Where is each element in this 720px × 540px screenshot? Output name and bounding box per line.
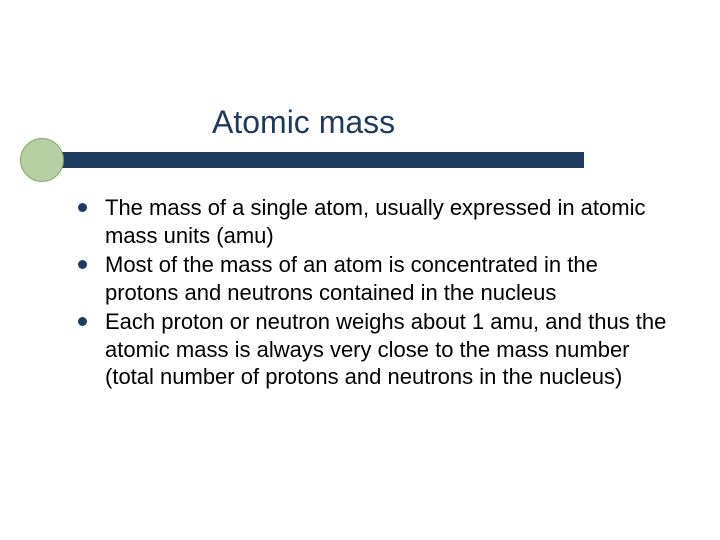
slide-title: Atomic mass bbox=[212, 104, 395, 141]
list-item: Most of the mass of an atom is concentra… bbox=[78, 251, 668, 306]
bullet-dot-icon bbox=[78, 260, 87, 269]
title-underline-bar bbox=[54, 152, 584, 168]
bullet-text: Each proton or neutron weighs about 1 am… bbox=[105, 308, 668, 391]
bullet-text: The mass of a single atom, usually expre… bbox=[105, 194, 668, 249]
decorative-circle-icon bbox=[20, 138, 64, 182]
bullet-text: Most of the mass of an atom is concentra… bbox=[105, 251, 668, 306]
list-item: Each proton or neutron weighs about 1 am… bbox=[78, 308, 668, 391]
bullet-dot-icon bbox=[78, 203, 87, 212]
list-item: The mass of a single atom, usually expre… bbox=[78, 194, 668, 249]
bullet-list: The mass of a single atom, usually expre… bbox=[78, 194, 668, 393]
bullet-dot-icon bbox=[78, 317, 87, 326]
